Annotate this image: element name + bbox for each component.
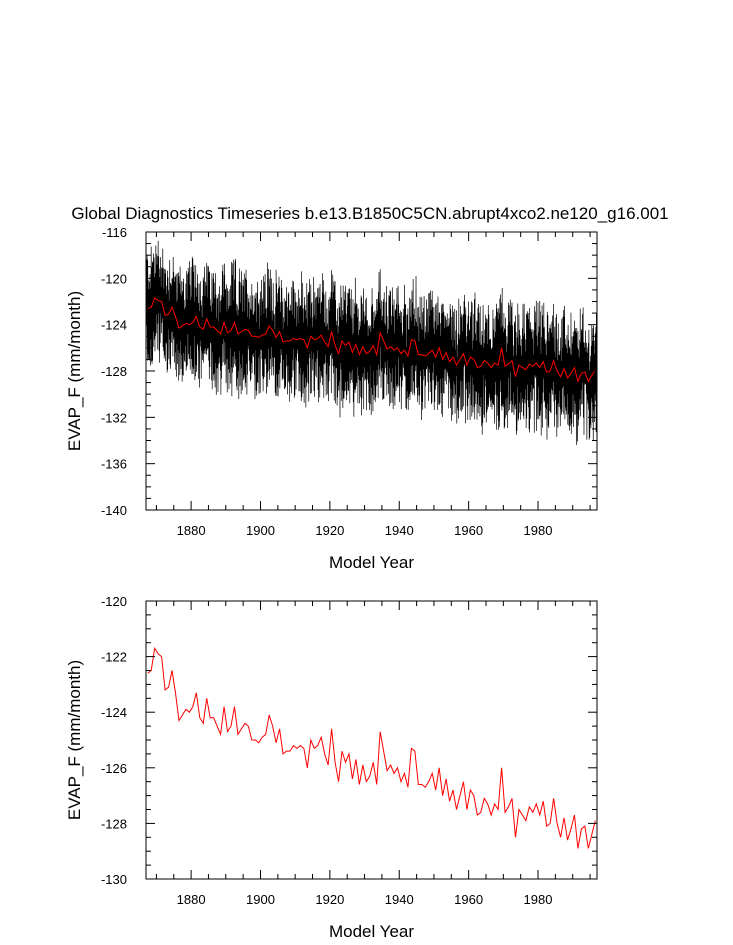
top-ytick-label: -120	[101, 271, 127, 286]
bottom-ytick-label: -126	[101, 761, 127, 776]
top-xtick-label: 1920	[315, 523, 344, 538]
bottom-ytick-label: -124	[101, 705, 127, 720]
bottom-ytick-label: -122	[101, 650, 127, 665]
bottom-annual-mean-series-line	[147, 646, 596, 849]
bottom-plot-area	[147, 646, 596, 849]
top-xtick-label: 1940	[385, 523, 414, 538]
top-monthly-series-line	[146, 240, 597, 446]
top-xtick-label: 1980	[524, 523, 553, 538]
top-ytick-label: -128	[101, 364, 127, 379]
bottom-xtick-label: 1880	[177, 892, 206, 907]
top-plot-area	[146, 240, 597, 446]
bottom-xtick-label: 1920	[315, 892, 344, 907]
top-ytick-label: -116	[102, 225, 127, 240]
top-ytick-label: -132	[101, 410, 127, 425]
figure-title: Global Diagnostics Timeseries b.e13.B185…	[71, 204, 668, 223]
bottom-ytick-label: -120	[101, 594, 127, 609]
bottom-x-axis-label: Model Year	[329, 922, 414, 941]
bottom-ytick-label: -130	[101, 872, 127, 887]
bottom-xtick-label: 1940	[385, 892, 414, 907]
top-xtick-label: 1900	[246, 523, 275, 538]
top-y-axis-label: EVAP_F (mm/month)	[65, 291, 84, 451]
top-ytick-label: -136	[101, 457, 127, 472]
top-ytick-label: -140	[101, 503, 127, 518]
bottom-ytick-label: -128	[101, 816, 127, 831]
top-xtick-label: 1880	[177, 523, 206, 538]
bottom-xtick-label: 1960	[454, 892, 483, 907]
top-xtick-label: 1960	[454, 523, 483, 538]
top-annual-mean-series-line	[147, 297, 596, 383]
bottom-panel: 1880 1900 1920 1940 1960 1980 -130 -128 -126 -124…	[65, 594, 598, 941]
bottom-xtick-label: 1980	[524, 892, 553, 907]
top-ytick-label: -124	[101, 318, 127, 333]
top-x-axis-label: Model Year	[329, 553, 414, 572]
top-panel: 1880 1900 1920 1940 1960 1980 -140 -136 -132 -128…	[65, 225, 598, 572]
bottom-y-axis-label: EVAP_F (mm/month)	[65, 660, 84, 820]
bottom-xtick-label: 1900	[246, 892, 275, 907]
